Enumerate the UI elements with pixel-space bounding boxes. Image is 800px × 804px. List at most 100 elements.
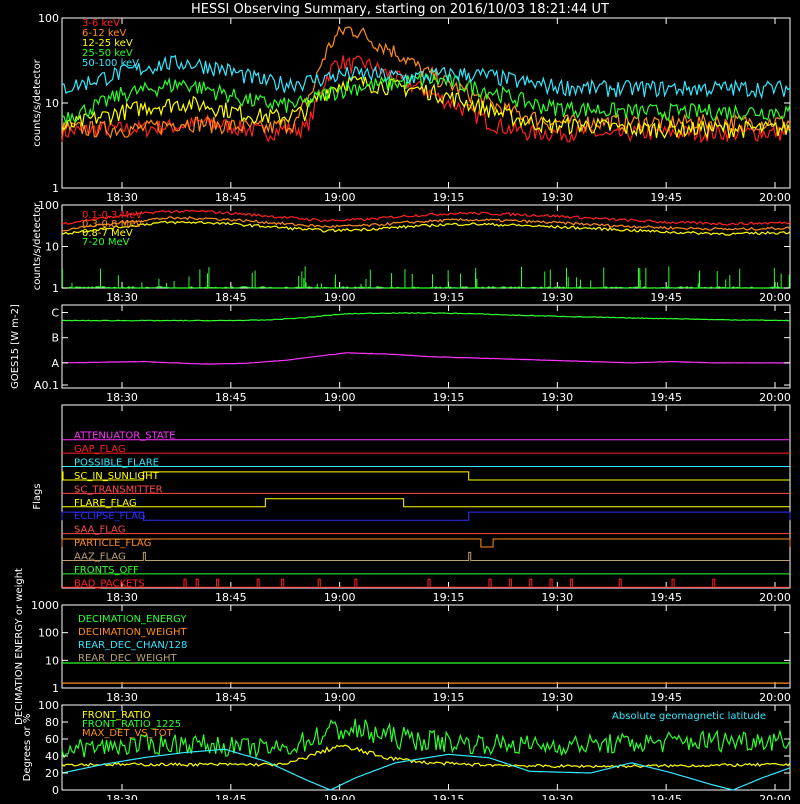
- x-tick-label: 19:00: [324, 591, 356, 604]
- legend-entry: DECIMATION_WEIGHT: [78, 627, 187, 638]
- x-tick-label: 18:30: [106, 191, 138, 204]
- x-tick-label: 18:30: [106, 291, 138, 304]
- x-tick-label: 19:00: [324, 391, 356, 404]
- goes-panel: 18:30 18:45 19:00 19:15 19:30 19:45 20:00 A0.1 A…: [10, 304, 791, 404]
- y-tick-label: 1: [52, 182, 59, 195]
- flag-label: SC_TRANSMITTER: [74, 484, 163, 495]
- flag-trace: [61, 471, 790, 481]
- x-tick-label: 19:45: [650, 793, 682, 800]
- flag-trace: [62, 578, 790, 588]
- x-tick-label: 19:30: [541, 591, 573, 604]
- series-line-0-2: [61, 75, 791, 140]
- y-tick-label: 10: [45, 241, 59, 254]
- x-tick-label: 19:30: [541, 691, 573, 704]
- series-line-2-0: [61, 312, 791, 322]
- x-tick-label: 19:15: [433, 191, 465, 204]
- series-line-2-1: [61, 352, 790, 365]
- legend-entry: REAR_DEC_CHAN/128: [78, 640, 187, 651]
- series-line-4-3: [61, 748, 791, 791]
- x-tick-label: 19:15: [433, 591, 465, 604]
- legend-entry: 12-25 keV: [82, 38, 133, 49]
- flag-trace: [62, 551, 790, 561]
- goes-panel-frame: [61, 304, 791, 389]
- y-tick-label: 10: [45, 97, 59, 110]
- series-line-0-3: [61, 72, 791, 124]
- flag-label: SAA_FLAG: [74, 525, 125, 536]
- legend-entry: 0.3-0.8 MeV: [82, 219, 142, 230]
- y-tick-label: 10: [45, 654, 59, 667]
- flag-trace: [61, 538, 791, 548]
- x-tick-label: 18:45: [215, 191, 247, 204]
- legend-entry: 6-12 keV: [82, 28, 126, 39]
- y-axis-label: GOES15 [W m-2]: [10, 304, 21, 389]
- x-tick-label: 19:45: [650, 691, 682, 704]
- y-tick-label: 1: [52, 282, 59, 295]
- series-line-4-1: [61, 718, 791, 760]
- x-tick-label: 18:30: [106, 793, 138, 800]
- x-tick-label: 20:00: [759, 691, 791, 704]
- legend-entry: 50-100 keV: [82, 58, 139, 69]
- legend-entry: MAX_DET_VS_TOT: [82, 728, 174, 739]
- series-line-0-0: [61, 55, 791, 144]
- x-tick-label: 18:45: [215, 793, 247, 800]
- y-tick-label: 100: [38, 199, 59, 212]
- geomagnetic-annotation: Absolute geomagnetic latitude: [612, 711, 766, 722]
- x-tick-label: 19:45: [650, 291, 682, 304]
- y-axis-label: DECIMATION ENERGY or weight: [14, 568, 25, 725]
- y-tick-label: A: [51, 357, 59, 370]
- flag-label: GAP_FLAG: [74, 444, 126, 455]
- flag-trace: [61, 511, 791, 521]
- ratio-panel: 18:30 18:45 19:00 19:15 19:30 19:45 20:00 0 20 40…: [22, 699, 791, 804]
- series-line-1-1: [61, 216, 791, 232]
- x-tick-label: 19:30: [541, 793, 573, 800]
- flag-label: POSSIBLE_FLARE: [74, 458, 159, 469]
- x-tick-label: 19:15: [433, 291, 465, 304]
- x-tick-label: 20:00: [759, 391, 791, 404]
- x-tick-label: 20:00: [759, 291, 791, 304]
- decimation-panel: 18:30 18:45 19:00 19:15 19:30 19:45 20:00 1 10 10…: [14, 568, 791, 725]
- x-tick-label: 18:30: [106, 391, 138, 404]
- x-tick-label: 19:15: [433, 391, 465, 404]
- ratio-panel-frame: [61, 704, 791, 791]
- legend-entry: 7-20 MeV: [82, 237, 130, 248]
- series-line-1-2: [61, 220, 791, 236]
- lightcurve-low-panel: 18:30 18:45 19:00 19:15 19:30 19:45 20:00 1 10 10…: [32, 12, 791, 204]
- y-axis-label: counts/s/detector: [32, 202, 43, 290]
- x-tick-label: 19:45: [650, 191, 682, 204]
- y-tick-label: 40: [45, 750, 59, 763]
- legend-entry: 25-50 keV: [82, 48, 133, 59]
- x-tick-label: 18:45: [215, 691, 247, 704]
- x-tick-label: 18:45: [215, 291, 247, 304]
- flag-label: BAD_PACKETS: [74, 578, 145, 589]
- chart-title: HESSI Observing Summary, starting on 201…: [191, 2, 609, 17]
- y-tick-label: B: [51, 332, 59, 345]
- y-tick-label: 1: [52, 682, 59, 695]
- y-axis-label: counts/s/detector: [32, 58, 43, 146]
- x-tick-label: 20:00: [759, 793, 791, 800]
- y-tick-label: 60: [45, 733, 59, 746]
- y-tick-label: 1000: [31, 599, 59, 612]
- y-tick-label: C: [51, 307, 59, 320]
- flags-panel-frame: [61, 404, 791, 589]
- x-tick-label: 19:15: [433, 691, 465, 704]
- x-tick-label: 19:00: [324, 691, 356, 704]
- y-tick-label: 100: [38, 699, 59, 712]
- flag-label: PARTICLE_FLAG: [74, 538, 151, 549]
- y-tick-label: 20: [45, 767, 59, 780]
- flags-panel: 18:30 18:45 19:00 19:15 19:30 19:45 20:00 Flags…: [32, 404, 791, 604]
- legend-entry: 3-6 keV: [82, 18, 120, 29]
- x-tick-label: 18:45: [215, 391, 247, 404]
- x-tick-label: 19:45: [650, 391, 682, 404]
- x-tick-label: 18:30: [106, 591, 138, 604]
- flag-label: AAZ_FLAG: [74, 551, 126, 562]
- y-axis-label: Degrees or %: [22, 714, 33, 782]
- y-tick-label: 0: [52, 784, 59, 797]
- x-tick-label: 19:00: [324, 291, 356, 304]
- flag-label: ECLIPSE_FLAG: [74, 511, 145, 522]
- x-tick-label: 19:00: [324, 191, 356, 204]
- legend-entry: FRONT_RATIO_1225: [82, 719, 181, 730]
- x-tick-label: 20:00: [759, 191, 791, 204]
- flag-trace: [62, 498, 790, 508]
